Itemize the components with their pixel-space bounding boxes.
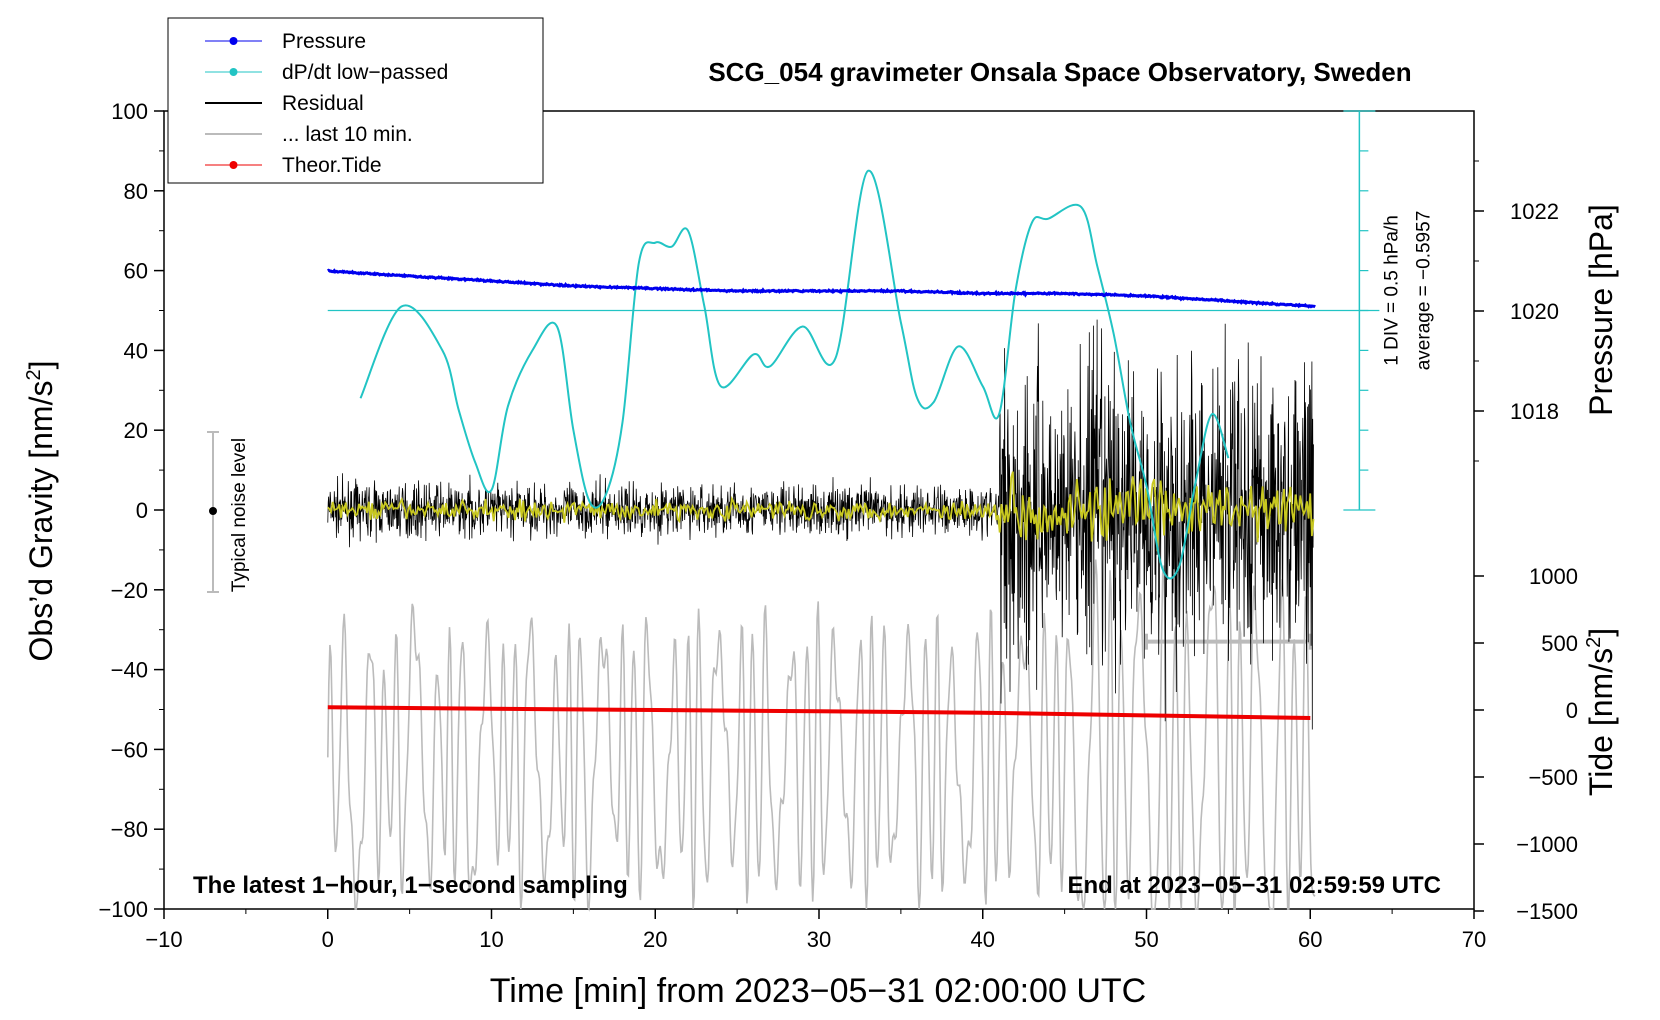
legend-label: Theor.Tide: [282, 154, 382, 177]
series-layer: [327, 169, 1316, 912]
series-last-10-min: [327, 559, 1316, 912]
y-tick-label: −100: [98, 897, 148, 922]
y-tick-label: 40: [124, 338, 148, 363]
pressure-tick-label: 1018: [1510, 399, 1559, 424]
legend: Pressure dP/dt low−passed Residual ... last…: [167, 17, 544, 184]
tide-tick-label: 1000: [1529, 564, 1578, 589]
y-axis-tide-label: Tide [nm/s2]: [1583, 628, 1619, 796]
tide-tick-label: −500: [1528, 765, 1578, 790]
tide-tick-label: −1000: [1516, 832, 1578, 857]
x-tick-label: −10: [145, 927, 182, 952]
legend-box: [167, 17, 544, 184]
y-axis-left-ticks: 100 80 60 40 20 0 −20 −40 −60 −80 −100: [98, 99, 164, 922]
y-tick-label: −40: [111, 658, 148, 683]
y-tick-label: −80: [111, 817, 148, 842]
y-tick-label: −60: [111, 737, 148, 762]
x-axis-label: Time [min] from 2023−05−31 02:00:00 UTC: [490, 972, 1146, 1010]
y-axis-left-label: Obs’d Gravity [nm/s2]: [23, 361, 59, 662]
pressure-tick-label: 1022: [1510, 199, 1559, 224]
chart-title: SCG_054 gravimeter Onsala Space Observat…: [708, 57, 1411, 87]
dpdt-scale-label: 1 DIV = 0.5 hPa/h: [1381, 215, 1402, 366]
pressure-axis-ticks: 1022 1020 1018: [1474, 160, 1559, 462]
x-tick-label: 40: [971, 927, 995, 952]
legend-label: dP/dt low−passed: [282, 61, 448, 84]
x-tick-label: 0: [322, 927, 334, 952]
series-residual: [327, 319, 1314, 730]
dpdt-scale: 1 DIV = 0.5 hPa/h average = −0.5957: [327, 110, 1434, 511]
y-axis-pressure-label: Pressure [hPa]: [1583, 204, 1619, 416]
series-pressure: [327, 268, 1316, 309]
noise-label: Typical noise level: [229, 438, 250, 592]
y-tick-label: 100: [111, 99, 148, 124]
y-tick-label: −20: [111, 578, 148, 603]
x-tick-label: 30: [807, 927, 831, 952]
x-tick-label: 20: [643, 927, 667, 952]
noise-indicator: Typical noise level: [207, 431, 250, 593]
y-tick-label: 60: [124, 259, 148, 284]
pressure-tick-label: 1020: [1510, 299, 1559, 324]
x-tick-label: 10: [479, 927, 503, 952]
legend-marker: [229, 161, 238, 169]
tide-tick-label: 500: [1541, 631, 1578, 656]
x-axis-ticks: −10 0 10 20 30 40 50 60 70: [145, 909, 1486, 952]
legend-marker: [229, 68, 238, 76]
noise-center-dot: [209, 507, 217, 515]
x-tick-label: 50: [1134, 927, 1158, 952]
tide-tick-label: −1500: [1516, 899, 1578, 924]
tide-tick-label: 0: [1566, 698, 1578, 723]
series-theor-tide: [327, 705, 1311, 720]
dpdt-average-label: average = −0.5957: [1413, 211, 1434, 371]
legend-marker: [229, 37, 238, 45]
legend-label: ... last 10 min.: [282, 123, 413, 146]
annotation-end-time: End at 2023−05−31 02:59:59 UTC: [1067, 872, 1441, 899]
y-tick-label: 20: [124, 418, 148, 443]
y-tick-label: 0: [136, 498, 148, 523]
x-tick-label: 70: [1462, 927, 1486, 952]
x-tick-label: 60: [1298, 927, 1322, 952]
legend-label: Residual: [282, 92, 364, 115]
series-residual-smoothed: [327, 471, 1315, 552]
series-dpdt: [359, 169, 1230, 580]
tide-axis-ticks: 1000 500 0 −500 −1000 −1500: [1474, 564, 1578, 924]
legend-label: Pressure: [282, 30, 366, 53]
y-tick-label: 80: [124, 179, 148, 204]
annotation-sampling: The latest 1−hour, 1−second sampling: [193, 872, 628, 899]
